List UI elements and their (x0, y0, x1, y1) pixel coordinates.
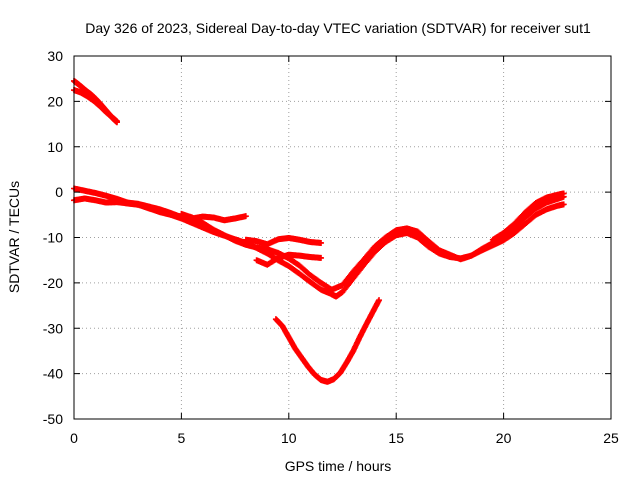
y-tick-label: -10 (43, 230, 63, 246)
data-point (376, 297, 383, 304)
grid-lines (74, 56, 611, 419)
data-point (318, 239, 325, 246)
y-tick-label: -30 (43, 320, 63, 336)
y-axis-label: SDTVAR / TECUs (6, 181, 22, 293)
x-tick-label: 20 (496, 430, 512, 446)
x-tick-label: 0 (70, 430, 78, 446)
series-segment-main-c (178, 193, 567, 293)
y-tick-label: -40 (43, 366, 63, 382)
series-segment-high-start-b (71, 87, 120, 125)
series-segment-main-a (71, 185, 249, 224)
x-axis-label: GPS time / hours (285, 458, 392, 474)
series-segment-cluster-9b (253, 251, 325, 268)
y-tick-label: 0 (55, 184, 63, 200)
y-tick-label: 30 (47, 48, 63, 64)
y-tick-label: -20 (43, 275, 63, 291)
y-tick-label: 20 (47, 93, 63, 109)
x-tick-label: 10 (281, 430, 297, 446)
series-segment-cluster-9 (242, 234, 325, 248)
data-point (318, 254, 325, 261)
series-segment-deep-dip (272, 297, 383, 385)
chart-title: Day 326 of 2023, Sidereal Day-to-day VTE… (85, 20, 591, 36)
series-segment-late-upper (489, 190, 567, 243)
y-tick-label: 10 (47, 139, 63, 155)
data-point (560, 201, 567, 208)
axis-ticks: 0 5 10 15 20 25 -50 -40 -30 -20 -10 0 10 20 30 (43, 48, 619, 446)
x-tick-label: 15 (388, 430, 404, 446)
data-point (560, 190, 567, 197)
data-point (242, 213, 249, 220)
x-tick-label: 25 (603, 430, 619, 446)
data-layer (71, 77, 567, 385)
x-tick-label: 5 (178, 430, 186, 446)
y-tick-label: -50 (43, 411, 63, 427)
data-point (113, 118, 120, 125)
